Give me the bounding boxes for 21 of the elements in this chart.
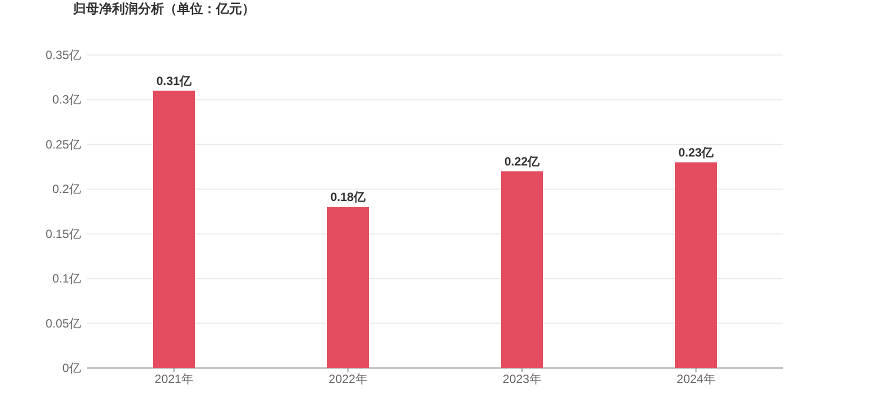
y-tick-label: 0.1亿 — [52, 272, 81, 286]
y-tick-label: 0.3亿 — [52, 92, 81, 107]
chart-title: 归母净利润分析（单位：亿元） — [72, 1, 255, 16]
x-tick-label: 2023年 — [502, 372, 542, 386]
bar — [501, 171, 543, 368]
data-label: 0.22亿 — [504, 154, 541, 168]
x-tick-label: 2022年 — [328, 372, 368, 386]
y-tick-label: 0.35亿 — [46, 48, 81, 62]
x-tick-label: 2024年 — [676, 372, 716, 386]
y-tick-label: 0亿 — [62, 361, 81, 375]
bar — [153, 90, 195, 368]
data-label: 0.23亿 — [678, 145, 715, 160]
bar — [675, 162, 717, 368]
data-label: 0.31亿 — [156, 74, 193, 88]
data-label: 0.18亿 — [330, 190, 367, 204]
y-tick-label: 0.15亿 — [46, 226, 81, 241]
y-tick-label: 0.2亿 — [52, 182, 81, 196]
y-tick-label: 0.25亿 — [46, 137, 81, 152]
y-tick-label: 0.05亿 — [46, 316, 81, 330]
bar — [327, 207, 369, 368]
x-tick-label: 2021年 — [154, 372, 194, 386]
